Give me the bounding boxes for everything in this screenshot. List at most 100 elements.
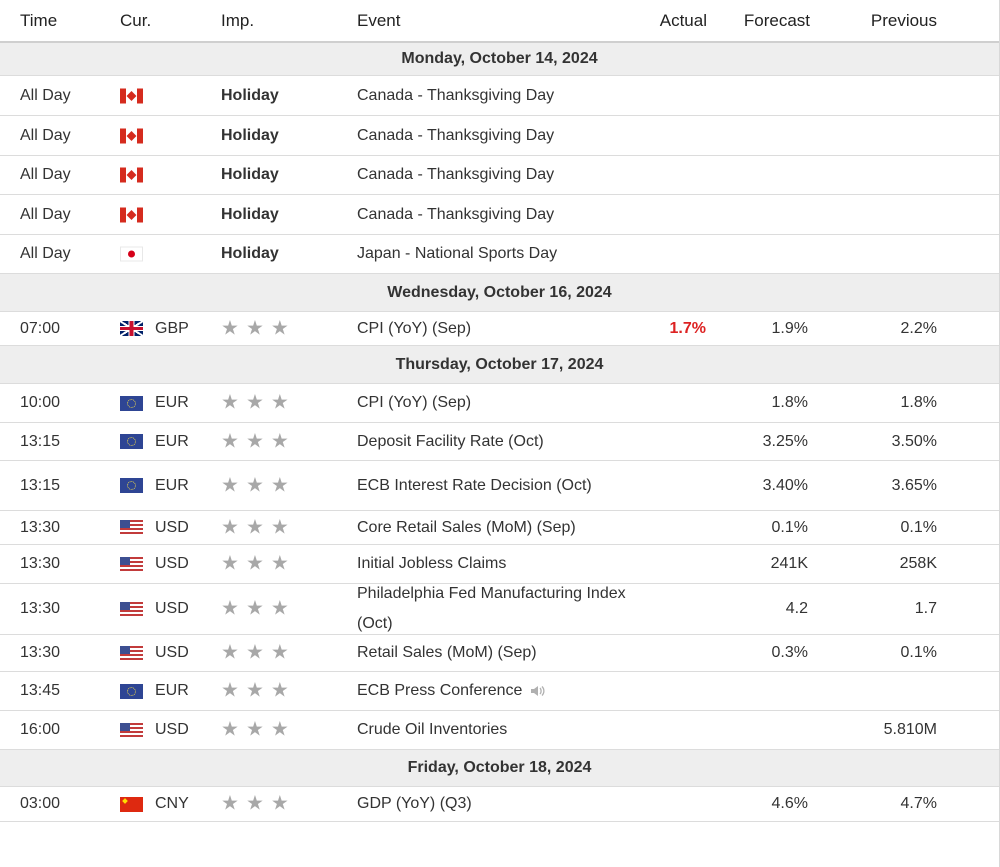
- event-title[interactable]: Canada - Thanksgiving Day: [357, 86, 555, 104]
- star-icon: ★: [270, 679, 289, 702]
- importance-stars: ★ ★ ★: [221, 599, 289, 619]
- event-name[interactable]: Core Retail Sales (MoM) (Sep): [357, 513, 637, 543]
- importance: Holiday: [221, 245, 279, 262]
- star-icon: ★: [221, 552, 239, 575]
- event-title[interactable]: Canada - Thanksgiving Day: [357, 166, 555, 183]
- star-icon: ★: [270, 516, 289, 538]
- currency-code: USD: [155, 644, 189, 661]
- event-name[interactable]: ECB Press Conference: [357, 676, 637, 706]
- table-row[interactable]: 03:00 CNY ★ ★ ★ GDP (YoY) (Q3) 4.6% 4.7%: [0, 787, 999, 822]
- importance: ★ ★ ★: [221, 475, 289, 496]
- event-name[interactable]: Crude Oil Inventories: [357, 715, 637, 745]
- previous-value: 3.50%: [891, 432, 937, 450]
- currency-code: USD: [155, 555, 189, 572]
- table-row[interactable]: All Day Holiday Japan - National Sports Da…: [0, 235, 999, 274]
- speaker-icon[interactable]: [530, 684, 546, 698]
- event-time: All Day: [20, 86, 71, 104]
- event-title[interactable]: Deposit Facility Rate (Oct): [357, 432, 544, 450]
- event-title[interactable]: ECB Interest Rate Decision (Oct): [357, 476, 592, 494]
- event-title[interactable]: Crude Oil Inventories: [357, 721, 508, 738]
- event-name[interactable]: Canada - Thanksgiving Day: [357, 121, 637, 151]
- currency-code: EUR: [155, 394, 189, 411]
- event-name[interactable]: Canada - Thanksgiving Day: [357, 160, 637, 190]
- event-name[interactable]: Canada - Thanksgiving Day: [357, 81, 637, 111]
- star-icon: ★: [245, 516, 264, 538]
- star-icon: ★: [221, 679, 239, 702]
- currency-cell: [120, 128, 143, 143]
- importance: ★ ★ ★: [221, 720, 289, 741]
- event-name[interactable]: Japan - National Sports Day: [357, 239, 637, 269]
- star-icon: ★: [270, 317, 289, 339]
- event-name[interactable]: Canada - Thanksgiving Day: [357, 200, 637, 230]
- event-time: 16:00: [20, 721, 61, 738]
- event-title[interactable]: Initial Jobless Claims: [357, 555, 507, 572]
- currency-code: USD: [155, 721, 189, 738]
- event-title[interactable]: Canada - Thanksgiving Day: [357, 205, 555, 223]
- star-icon: ★: [221, 718, 239, 741]
- table-row[interactable]: 13:30 USD ★ ★ ★ Initial Jobless Claims 241K 258…: [0, 545, 999, 584]
- header-time[interactable]: Time: [20, 10, 58, 30]
- event-name[interactable]: ECB Interest Rate Decision (Oct): [357, 471, 637, 501]
- table-row[interactable]: 13:30 USD ★ ★ ★ Retail Sales (MoM) (Sep) 0.3% 0…: [0, 635, 999, 672]
- star-icon: ★: [221, 317, 239, 339]
- importance: Holiday: [221, 205, 279, 223]
- event-title[interactable]: CPI (YoY) (Sep): [357, 394, 472, 411]
- table-row[interactable]: 16:00 USD ★ ★ ★ Crude Oil Inventories 5.810M: [0, 711, 999, 750]
- event-title[interactable]: Japan - National Sports Day: [357, 245, 558, 262]
- event-name[interactable]: Retail Sales (MoM) (Sep): [357, 638, 637, 668]
- event-name[interactable]: Philadelphia Fed Manufacturing Index (Oc…: [357, 579, 637, 639]
- currency-cell: EUR: [120, 682, 189, 700]
- importance-stars: ★ ★ ★: [221, 681, 289, 701]
- eu-flag-icon: [120, 434, 143, 449]
- table-row[interactable]: 13:30 USD ★ ★ ★ Philadelphia Fed Manufacturin…: [0, 584, 999, 635]
- event-name[interactable]: CPI (YoY) (Sep): [357, 388, 637, 418]
- event-time: All Day: [20, 126, 71, 144]
- star-icon: ★: [245, 552, 264, 575]
- event-name[interactable]: GDP (YoY) (Q3): [357, 789, 637, 819]
- header-event[interactable]: Event: [357, 10, 401, 30]
- table-row[interactable]: All Day Holiday Canada - Thanksgiving Day: [0, 116, 999, 156]
- event-title[interactable]: Core Retail Sales (MoM) (Sep): [357, 518, 576, 536]
- event-title[interactable]: Retail Sales (MoM) (Sep): [357, 644, 537, 661]
- table-row[interactable]: 13:15 EUR ★ ★ ★ ECB Interest Rate Decision (O…: [0, 461, 999, 511]
- forecast-value: 4.2: [785, 600, 808, 617]
- importance: ★ ★ ★: [221, 431, 289, 452]
- previous-value: 258K: [899, 555, 937, 572]
- event-time: 13:15: [20, 432, 61, 450]
- star-icon: ★: [221, 792, 239, 815]
- header-currency[interactable]: Cur.: [120, 10, 152, 30]
- table-row[interactable]: 13:15 EUR ★ ★ ★ Deposit Facility Rate (Oct) 3.…: [0, 423, 999, 461]
- header-forecast[interactable]: Forecast: [743, 10, 810, 30]
- event-title[interactable]: GDP (YoY) (Q3): [357, 795, 472, 812]
- event-name[interactable]: CPI (YoY) (Sep): [357, 314, 637, 344]
- table-row[interactable]: All Day Holiday Canada - Thanksgiving Day: [0, 195, 999, 235]
- star-icon: ★: [270, 391, 289, 414]
- event-title[interactable]: Canada - Thanksgiving Day: [357, 126, 555, 144]
- currency-code: EUR: [155, 432, 189, 450]
- table-row[interactable]: All Day Holiday Canada - Thanksgiving Day: [0, 156, 999, 195]
- event-title[interactable]: Philadelphia Fed Manufacturing Index (Oc…: [357, 585, 626, 632]
- table-row[interactable]: All Day Holiday Canada - Thanksgiving Day: [0, 76, 999, 116]
- event-name[interactable]: Deposit Facility Rate (Oct): [357, 427, 637, 457]
- table-row[interactable]: 10:00 EUR ★ ★ ★ CPI (YoY) (Sep) 1.8% 1.8%: [0, 384, 999, 423]
- star-icon: ★: [245, 317, 264, 339]
- header-importance[interactable]: Imp.: [221, 10, 255, 30]
- table-row[interactable]: 13:45 EUR ★ ★ ★ ECB Press Conference: [0, 672, 999, 711]
- event-title[interactable]: CPI (YoY) (Sep): [357, 319, 472, 337]
- event-name[interactable]: Initial Jobless Claims: [357, 549, 637, 579]
- currency-cell: [120, 88, 143, 103]
- table-row[interactable]: 07:00 GBP ★ ★ ★ CPI (YoY) (Sep) 1.7% 1.9% 2.2%: [0, 312, 999, 346]
- header-previous[interactable]: Previous: [870, 10, 937, 30]
- currency-code: USD: [155, 600, 189, 617]
- jp-flag-icon: [120, 246, 143, 262]
- event-title[interactable]: ECB Press Conference: [357, 682, 523, 699]
- ca-flag-icon: [120, 167, 143, 183]
- eu-flag-icon: [120, 395, 143, 411]
- gb-flag-icon: [120, 321, 143, 336]
- star-icon: ★: [221, 474, 239, 496]
- header-actual[interactable]: Actual: [659, 10, 707, 30]
- table-row[interactable]: 13:30 USD ★ ★ ★ Core Retail Sales (MoM) (Sep)…: [0, 511, 999, 545]
- event-time: 13:30: [20, 600, 61, 617]
- forecast-value: 3.40%: [762, 476, 808, 494]
